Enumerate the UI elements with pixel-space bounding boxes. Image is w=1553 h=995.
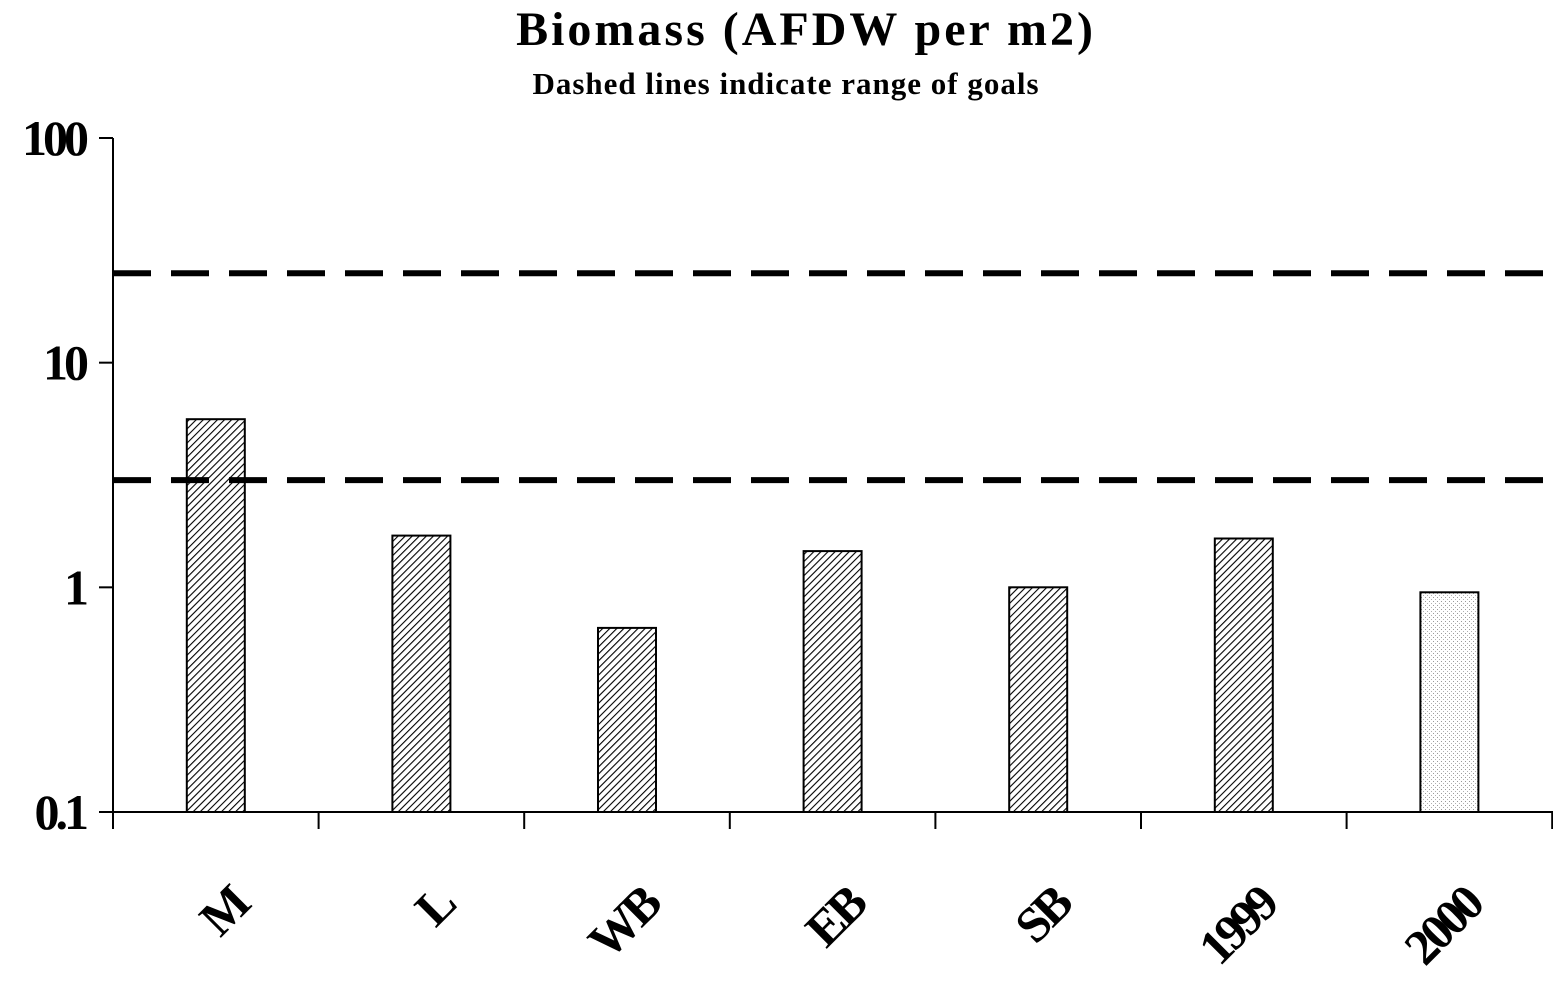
chart-subtitle: Dashed lines indicate range of goals [532, 66, 1040, 101]
x-tick-label-sb: SB [1004, 874, 1083, 953]
x-tick-label-2000: 2000 [1393, 874, 1494, 975]
chart-title: Biomass (AFDW per m2) [516, 3, 1096, 56]
x-tick-label-l: L [404, 874, 466, 936]
bar-wb [597, 626, 657, 814]
bar-l [391, 534, 452, 813]
x-tick-label-eb: EB [794, 874, 877, 957]
y-tick-label: 1 [64, 559, 87, 615]
x-tick-label-m: M [188, 874, 260, 946]
axes [99, 137, 1553, 829]
y-tick-label: 10 [43, 335, 88, 391]
x-tick-label-wb: WB [577, 874, 672, 969]
bar-sb [1008, 586, 1069, 813]
bar-eb [802, 550, 863, 813]
y-tick-label: 100 [22, 110, 88, 166]
x-tick-label-1999: 1999 [1188, 874, 1289, 975]
bar-2000 [1419, 591, 1480, 813]
bar-1999 [1213, 537, 1274, 813]
reference-lines [113, 270, 1553, 484]
bars-layer [185, 418, 1480, 814]
y-tick-label: 0.1 [35, 784, 88, 840]
